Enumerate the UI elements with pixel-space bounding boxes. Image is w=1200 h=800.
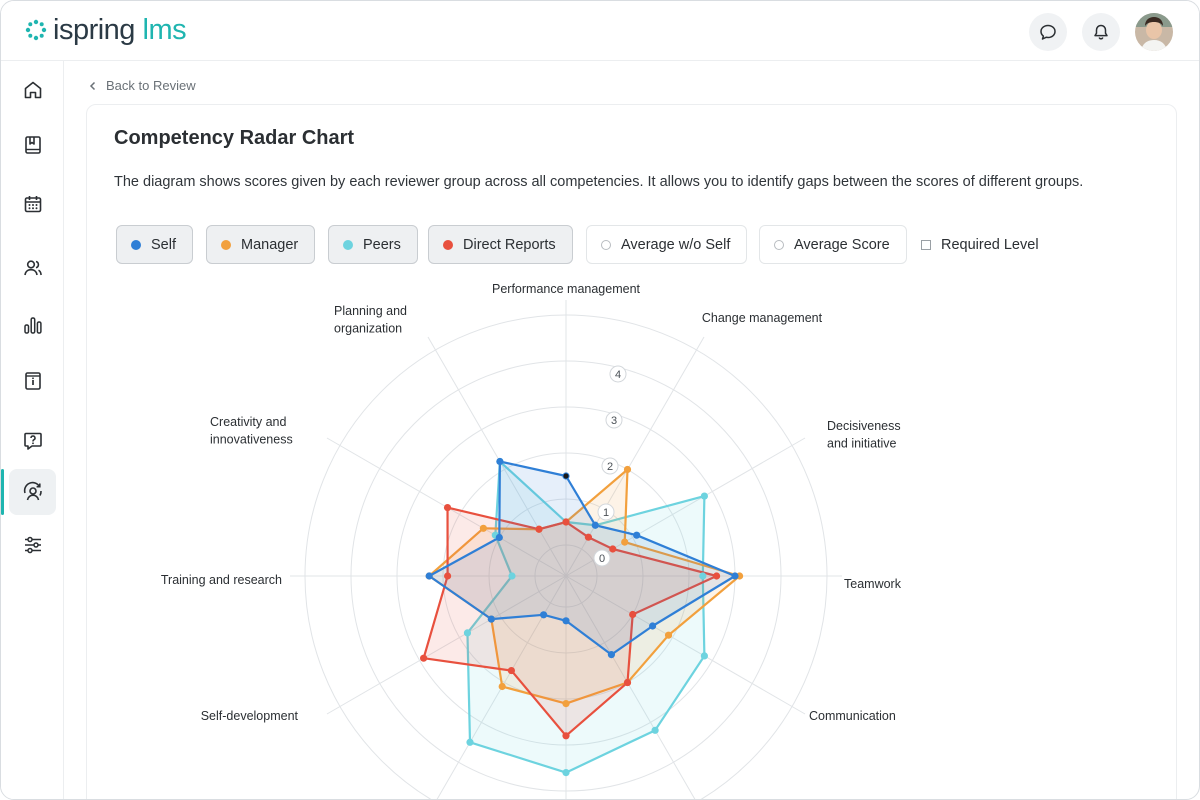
- chart-card: [86, 104, 1177, 799]
- sidebar-item-courses[interactable]: [9, 122, 56, 168]
- page-title: Competency Radar Chart: [114, 127, 355, 149]
- logo-icon: [25, 19, 47, 41]
- chat-button[interactable]: [1029, 13, 1067, 51]
- sidebar-item-settings[interactable]: [9, 522, 56, 568]
- bell-icon: [1094, 24, 1108, 40]
- peers-dot-icon: [343, 239, 353, 250]
- user-avatar[interactable]: [1135, 13, 1173, 51]
- manager-dot-icon: [221, 239, 231, 250]
- book-icon: [24, 136, 41, 154]
- sliders-icon: [24, 536, 41, 554]
- chevron-left-icon: [89, 81, 96, 90]
- legend-toggle-self[interactable]: Self: [116, 225, 193, 264]
- sidebar-item-home[interactable]: [9, 67, 56, 113]
- legend-label-direct-reports: Direct Reports: [463, 236, 556, 253]
- legend-label-average-score: Average Score: [794, 236, 890, 253]
- legend-toggle-average-score[interactable]: Average Score: [759, 225, 907, 264]
- legend-toggle-direct-reports[interactable]: Direct Reports: [428, 225, 573, 264]
- question-icon: [23, 432, 42, 450]
- legend-label-peers: Peers: [363, 236, 401, 253]
- bar-chart-icon: [23, 317, 42, 334]
- top-bar: ispring lms: [1, 1, 1199, 61]
- sidebar-item-info[interactable]: [9, 358, 56, 404]
- home-icon: [24, 81, 41, 99]
- back-link-label: Back to Review: [106, 78, 196, 93]
- review-360-icon: [23, 481, 42, 501]
- sidebar-item-quizzes[interactable]: [9, 418, 56, 464]
- legend-toggle-peers[interactable]: Peers: [328, 225, 418, 264]
- logo[interactable]: ispring lms: [25, 14, 187, 46]
- legend-label-manager: Manager: [241, 236, 299, 253]
- sidebar-item-reports[interactable]: [9, 302, 56, 348]
- sidebar: [1, 61, 64, 799]
- ring-icon: [601, 239, 611, 250]
- square-icon: [921, 239, 931, 250]
- calendar-icon: [24, 196, 41, 213]
- legend-toggle-manager[interactable]: Manager: [206, 225, 316, 264]
- avatar-image: [1135, 13, 1173, 51]
- page-description: The diagram shows scores given by each r…: [114, 174, 1084, 190]
- legend-label-self: Self: [151, 236, 176, 253]
- direct-reports-dot-icon: [443, 239, 453, 250]
- sidebar-item-users[interactable]: [9, 245, 56, 291]
- sidebar-item-calendar[interactable]: [9, 181, 56, 227]
- legend-label-average-wo-self: Average w/o Self: [621, 236, 731, 253]
- self-dot-icon: [131, 239, 141, 250]
- legend-toggle-required-level[interactable]: Required Level: [907, 225, 1055, 264]
- chat-bubble-icon: [1040, 24, 1056, 40]
- logo-text: ispring lms: [53, 14, 187, 46]
- legend-label-required-level: Required Level: [941, 236, 1039, 253]
- ring-icon: [774, 239, 784, 250]
- info-book-icon: [24, 372, 41, 390]
- back-link[interactable]: Back to Review: [88, 78, 196, 93]
- sidebar-item-360-review[interactable]: [1, 469, 56, 515]
- legend-toggle-average-wo-self[interactable]: Average w/o Self: [586, 225, 748, 264]
- notifications-button[interactable]: [1082, 13, 1120, 51]
- users-icon: [23, 260, 42, 276]
